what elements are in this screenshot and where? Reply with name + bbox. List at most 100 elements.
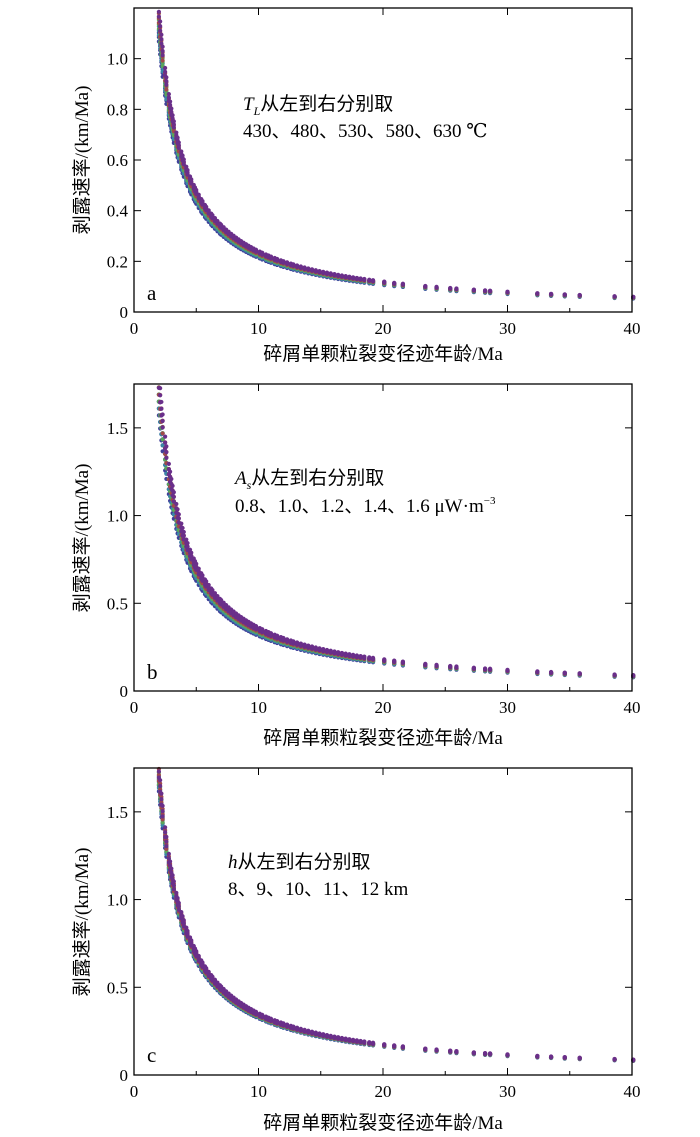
data-point <box>612 294 617 299</box>
data-point <box>206 582 211 588</box>
panel-b-ylabel: 剥露速率/(km/Ma) <box>71 464 93 613</box>
data-point <box>159 399 164 405</box>
data-point <box>168 102 173 108</box>
data-point <box>291 639 296 644</box>
data-point <box>260 250 265 255</box>
data-point <box>302 1027 307 1032</box>
data-point <box>159 32 164 37</box>
data-point <box>160 425 165 430</box>
data-point <box>181 157 186 162</box>
panel-a-ylabel: 剥露速率/(km/Ma) <box>71 86 93 235</box>
data-point <box>200 573 205 578</box>
data-point <box>164 839 169 844</box>
data-point <box>306 266 311 271</box>
data-point <box>302 642 307 647</box>
data-point <box>295 640 300 645</box>
data-point <box>382 279 387 284</box>
data-point <box>169 476 174 482</box>
data-point <box>176 904 181 909</box>
data-point <box>184 537 189 542</box>
data-point <box>332 272 337 277</box>
data-point <box>181 918 186 923</box>
data-point <box>168 859 173 864</box>
x-tick-label: 10 <box>250 319 267 338</box>
data-point <box>343 274 348 279</box>
data-point <box>612 672 617 677</box>
data-point <box>194 561 199 566</box>
series-c-9 <box>156 774 636 1063</box>
x-tick-label: 20 <box>375 319 392 338</box>
data-point <box>358 1038 363 1044</box>
data-point <box>281 635 286 641</box>
data-point <box>163 69 168 74</box>
series-a-430 <box>156 30 636 301</box>
data-point <box>487 1051 493 1056</box>
data-point <box>166 461 171 466</box>
panel-c-annotation-line2: 8、9、10、11、12 km <box>228 879 409 900</box>
data-point <box>367 655 372 660</box>
data-point <box>505 667 510 672</box>
data-point <box>184 164 189 169</box>
data-point <box>174 501 179 507</box>
data-point <box>175 135 180 140</box>
data-point <box>275 633 280 638</box>
data-point <box>306 1028 311 1033</box>
data-point <box>159 406 164 411</box>
data-point <box>285 1022 290 1027</box>
data-point <box>171 125 176 130</box>
data-point <box>471 665 476 670</box>
data-point <box>260 1012 265 1017</box>
data-point <box>169 106 174 111</box>
data-point <box>185 928 190 934</box>
data-point <box>160 443 165 448</box>
x-tick-label: 40 <box>624 698 641 717</box>
y-tick-label: 0.5 <box>107 594 128 613</box>
data-point <box>159 797 164 802</box>
data-point <box>362 654 367 659</box>
data-point <box>171 119 176 124</box>
data-point <box>382 657 387 662</box>
panel-a-annotation-line1: TL从左到右分别取 <box>243 93 393 118</box>
panel-a-label: a <box>147 281 157 305</box>
series-b-1.2 <box>156 385 636 679</box>
y-tick-label: 1.5 <box>107 419 128 438</box>
data-point <box>577 292 582 298</box>
data-point <box>194 949 199 954</box>
data-point <box>179 909 184 915</box>
data-point <box>324 1032 330 1038</box>
panel-b-points <box>156 385 636 680</box>
data-point <box>347 274 352 279</box>
data-point <box>174 130 179 135</box>
data-point <box>206 969 211 974</box>
data-point <box>392 1043 397 1048</box>
x-tick-label: 20 <box>375 1082 392 1101</box>
data-point <box>171 122 176 127</box>
data-point <box>562 292 567 297</box>
data-point <box>212 591 218 596</box>
data-point <box>400 281 406 286</box>
data-point <box>275 1019 280 1024</box>
data-point <box>291 1024 296 1029</box>
x-tick-label: 20 <box>375 698 392 717</box>
data-point <box>535 669 540 674</box>
data-point <box>200 960 205 965</box>
data-point <box>180 914 185 919</box>
data-point <box>200 198 205 204</box>
data-point <box>354 1038 359 1043</box>
data-point <box>210 974 215 979</box>
data-point <box>482 288 488 293</box>
data-point <box>268 254 274 259</box>
data-point <box>179 521 184 526</box>
data-point <box>339 650 345 656</box>
y-tick-label: 0 <box>120 682 129 701</box>
data-point <box>171 494 176 500</box>
data-point <box>156 769 161 774</box>
data-point <box>354 653 359 658</box>
data-point <box>160 803 165 808</box>
data-point <box>370 1040 376 1045</box>
data-point <box>204 966 209 971</box>
data-point <box>170 113 175 118</box>
data-point <box>179 149 184 154</box>
data-point <box>175 896 180 901</box>
x-tick-label: 30 <box>499 319 516 338</box>
